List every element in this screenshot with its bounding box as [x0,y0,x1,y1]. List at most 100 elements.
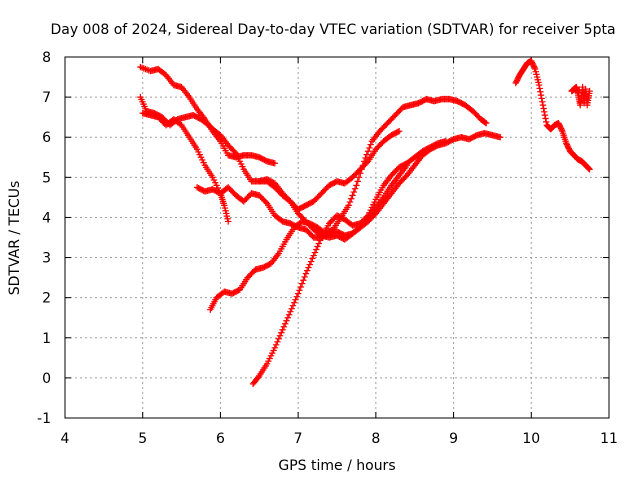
x-axis-ticks: 4 5 6 7 8 9 10 11 [61,57,618,447]
data-point [285,311,293,318]
series-track-f [249,138,449,388]
data-point [442,138,449,145]
data-point [540,105,547,112]
data-point [292,296,299,303]
data-point [362,154,369,162]
plot-frame [64,56,610,419]
data-point [304,267,311,274]
data-point [585,165,593,172]
data-point [262,198,269,206]
data-point [291,299,298,306]
data-point [288,305,295,312]
data-point [537,91,545,99]
data-point [558,126,565,134]
data-point [585,164,592,172]
data-point [316,237,324,244]
data-point [357,170,364,177]
x-tick-label: 8 [371,431,380,447]
data-point [313,246,320,253]
data-point [293,293,301,300]
y-tick-label: 2 [42,291,51,307]
series-track-h [512,57,593,173]
y-tick-label: 6 [42,130,51,146]
data-point [289,302,297,309]
data-point [354,178,361,185]
data-point [345,202,352,209]
x-tick-label: 7 [294,431,303,447]
data-point [350,188,358,196]
data-point [283,317,290,324]
data-point [537,88,544,95]
data-point [542,118,550,126]
data-point [359,162,367,169]
data-point [358,166,365,173]
data-point [539,98,546,105]
data-point [255,374,262,381]
data-point [586,87,593,95]
series-track-b [137,93,403,213]
y-tick-label: 1 [42,331,51,347]
data-point [310,252,317,259]
series-track-e [207,95,490,313]
data-point [364,148,372,155]
data-point [285,196,293,204]
data-point [539,101,547,109]
data-point [538,95,545,102]
data-point [366,144,373,152]
data-point [279,326,286,333]
data-point [271,344,279,352]
data-point [272,341,280,348]
data-point [284,314,291,321]
y-tick-label: 4 [42,210,51,226]
x-tick-label: 11 [600,431,618,447]
data-point [309,255,316,262]
y-tick-label: -1 [37,411,51,427]
data-point [542,115,549,122]
data-point [296,287,303,294]
data-point [287,308,294,315]
series-track-i [568,83,593,109]
x-tick-label: 4 [61,431,70,447]
data-point [536,85,543,92]
data-point [586,166,593,173]
data-point [302,270,310,277]
series-track-c [139,109,232,225]
data-point [276,332,284,339]
data-point [348,195,355,202]
series-track-g [256,162,411,243]
data-point [306,261,313,268]
data-point [497,134,504,141]
x-tick-label: 6 [216,431,225,447]
x-tick-label: 10 [522,431,540,447]
data-point [274,338,281,345]
data-point [300,277,307,284]
x-axis-label: GPS time / hours [278,458,395,474]
data-point [349,192,356,199]
data-point [275,335,282,342]
y-tick-label: 5 [42,170,51,186]
data-point [531,64,538,71]
data-point [225,218,232,225]
data-point [353,182,360,189]
data-point [395,128,403,135]
data-point [307,258,315,265]
data-point [346,198,354,206]
y-tick-label: 8 [42,50,51,66]
data-point [483,119,490,127]
data-point [355,174,363,181]
x-tick-label: 5 [138,431,147,447]
data-point [361,158,368,165]
y-tick-label: 3 [42,251,51,267]
grid-lines [65,57,609,418]
data-point [231,148,238,156]
data-point [278,329,285,336]
data-marks [137,57,593,388]
data-point [351,185,359,192]
data-point [363,151,370,158]
data-point [535,81,543,89]
chart-title: Day 008 of 2024, Sidereal Day-to-day VTE… [50,22,615,38]
data-point [280,323,288,330]
y-axis-ticks: -1 0 1 2 3 4 5 6 7 8 [37,50,609,427]
data-point [298,280,306,287]
